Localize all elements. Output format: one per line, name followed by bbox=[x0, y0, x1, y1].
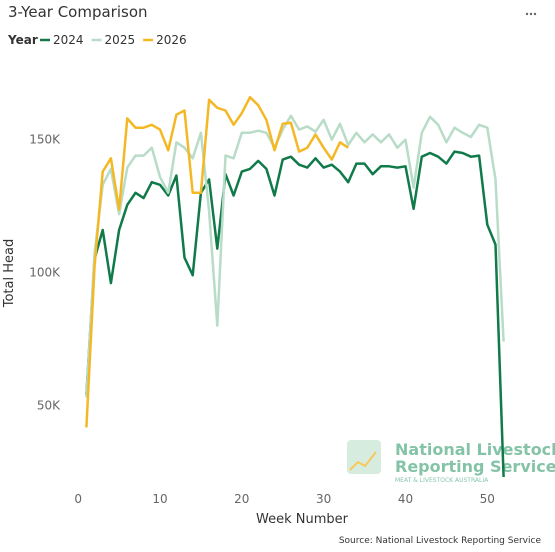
y-axis-label: Total Head bbox=[2, 239, 17, 309]
series-line bbox=[85, 95, 349, 428]
chart-title: 3-Year Comparison bbox=[8, 3, 148, 21]
legend-label: 2026 bbox=[156, 33, 187, 47]
logo-text: Reporting Service bbox=[395, 457, 555, 476]
y-tick-label: 50K bbox=[37, 398, 61, 412]
x-tick-label: 10 bbox=[152, 492, 167, 506]
more-options[interactable] bbox=[525, 12, 537, 16]
x-tick-label: 40 bbox=[398, 492, 413, 506]
y-tick-label: 100K bbox=[29, 266, 61, 280]
legend-title: Year bbox=[7, 33, 38, 47]
series-line bbox=[85, 114, 505, 398]
x-tick-label: 30 bbox=[316, 492, 331, 506]
logo: National Livestock Reporting Service MEA… bbox=[347, 440, 555, 484]
x-axis-label: Week Number bbox=[256, 512, 349, 527]
y-tick-label: 150K bbox=[29, 133, 61, 147]
series-line bbox=[85, 150, 505, 478]
logo-icon bbox=[349, 451, 377, 471]
legend-label: 2024 bbox=[53, 33, 84, 47]
x-tick-label: 0 bbox=[74, 492, 82, 506]
x-tick-label: 20 bbox=[234, 492, 249, 506]
source: Source: National Livestock Reporting Ser… bbox=[339, 536, 542, 546]
logo-text: MEAT & LIVESTOCK AUSTRALIA bbox=[395, 477, 489, 484]
logo-text: National Livestock bbox=[395, 440, 555, 459]
x-tick-label: 50 bbox=[480, 492, 495, 506]
legend-label: 2025 bbox=[105, 33, 136, 47]
